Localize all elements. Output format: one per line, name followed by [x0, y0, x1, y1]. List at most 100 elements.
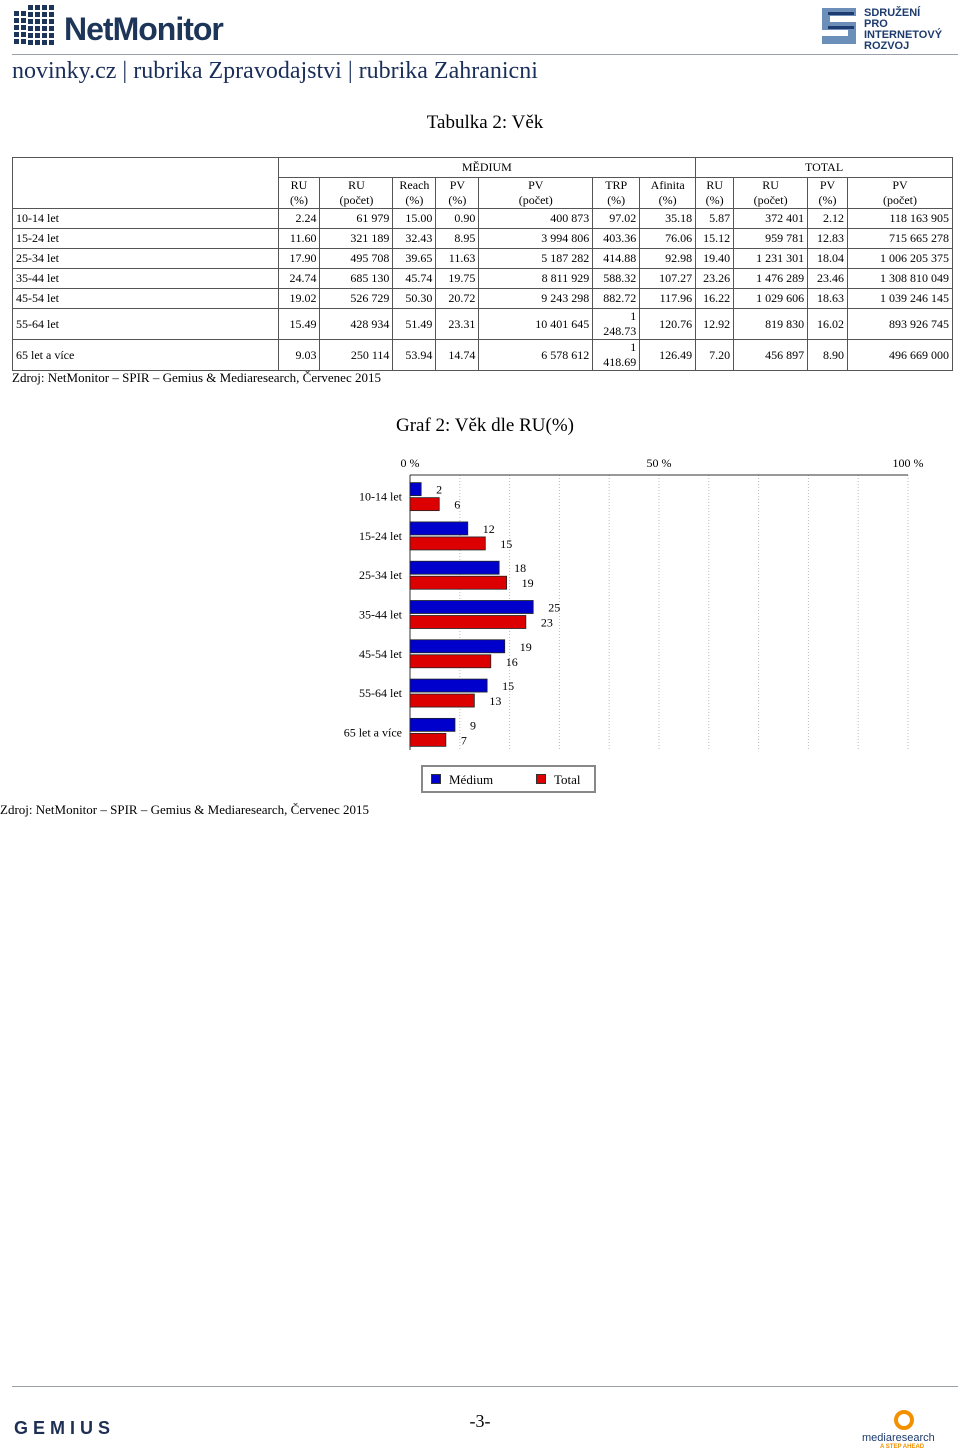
x-tick-label: 50 %: [647, 456, 672, 470]
table-cell: 53.94: [392, 339, 437, 371]
data-label: 9: [470, 718, 476, 732]
column-header-unit: (%): [448, 193, 467, 207]
column-header: RU (%): [695, 177, 735, 209]
table-cell: 97.02: [592, 208, 641, 229]
table-cell: 23.46: [807, 268, 849, 289]
table-cell: 51.49: [392, 308, 437, 340]
category-label: 55-64 let: [359, 686, 403, 700]
mediaresearch-circle-icon: [894, 1410, 914, 1430]
data-label: 7: [461, 733, 467, 747]
table-cell: 10 401 645: [478, 308, 594, 340]
table-cell: 117.96: [639, 288, 697, 309]
table-cell: 17.90: [277, 248, 321, 269]
category-label: 10-14 let: [359, 490, 403, 504]
column-header-unit: (počet): [883, 193, 918, 207]
column-header-unit: (%): [705, 193, 724, 207]
bar-medium: [409, 717, 456, 732]
spir-logo: SDRUŽENÍ PRO INTERNETOVÝ ROZVOJ: [820, 6, 960, 52]
table-cell: 12.92: [695, 308, 735, 340]
column-header: RU (počet): [319, 177, 394, 209]
column-header: Reach (%): [392, 177, 437, 209]
column-header: PV (%): [807, 177, 849, 209]
table-cell: 126.49: [639, 339, 697, 371]
column-header-name: PV: [892, 178, 908, 192]
page-number: -3-: [469, 1411, 491, 1431]
column-header-name: PV: [819, 178, 836, 192]
column-header: PV (počet): [478, 177, 594, 209]
data-label: 12: [483, 522, 495, 536]
table-source: Zdroj: NetMonitor – SPIR – Gemius & Medi…: [12, 370, 381, 385]
table-cell: 19.40: [695, 248, 735, 269]
data-label: 6: [454, 498, 460, 512]
chart-title: Graf 2: Věk dle RU(%): [396, 415, 574, 436]
table-cell: 3 994 806: [478, 228, 594, 249]
table-cell: 2.12: [807, 208, 849, 229]
table-cell: 372 401: [733, 208, 809, 229]
column-header-unit: (počet): [753, 193, 788, 207]
table-cell: 8 811 929: [478, 268, 594, 289]
category-label: 35-44 let: [359, 608, 403, 622]
table-cell: 7.20: [695, 339, 735, 371]
table-cell: 1 308 810 049: [847, 268, 953, 289]
column-header: TRP (%): [592, 177, 641, 209]
table-cell: 5.87: [695, 208, 735, 229]
table-cell: 414.88: [592, 248, 641, 269]
data-label: 23: [541, 616, 553, 630]
table-row: 15-24 let 11.60 321 189 32.43 8.95 3 994 806 4…: [12, 228, 953, 249]
data-label: 13: [489, 694, 501, 708]
spir-logo-text: SDRUŽENÍ PRO INTERNETOVÝ ROZVOJ: [864, 8, 960, 52]
x-tick-label: 0 %: [401, 456, 420, 470]
table-cell: 959 781: [733, 228, 809, 249]
table-row: 45-54 let 19.02 526 729 50.30 20.72 9 243 298…: [12, 288, 953, 309]
category-label: 65 let a více: [344, 725, 402, 739]
table-cell: 20.72: [435, 288, 480, 309]
column-header-unit: (počet): [339, 193, 374, 207]
group-medium-header: MĚDIUM: [277, 157, 697, 178]
table-cell: 23.31: [435, 308, 480, 340]
column-header-name: PV: [449, 178, 466, 192]
category-label: 45-54 let: [359, 647, 403, 661]
table-row: 25-34 let 17.90 495 708 39.65 11.63 5 187 282…: [12, 248, 953, 269]
table-cell: 18.04: [807, 248, 849, 269]
bar-total: [409, 654, 492, 669]
bar-total: [409, 693, 475, 708]
table-column-header: RU (%) RU (počet) Reach (%) PV (%) PV (počet) TRP(…: [13, 177, 953, 209]
row-label: 15-24 let: [12, 228, 279, 249]
mediaresearch-logo-text: mediaresearch: [862, 1432, 935, 1444]
bar-medium: [409, 482, 422, 497]
gemius-logo: GEMIUS: [14, 1418, 115, 1439]
bar-total: [409, 497, 440, 512]
table-cell: 0.90: [435, 208, 480, 229]
gemius-logo-text: GEMIUS: [14, 1418, 116, 1438]
column-header: RU (počet): [733, 177, 809, 209]
table-cell: 12.83: [807, 228, 849, 249]
header-divider: [12, 54, 958, 55]
category-label: 15-24 let: [359, 529, 403, 543]
bar-medium: [409, 600, 534, 614]
table-cell: 403.36: [592, 228, 641, 249]
column-header-name: Afinita: [650, 178, 685, 192]
row-label: 10-14 let: [12, 208, 279, 229]
table-cell: 1 029 606: [733, 288, 809, 309]
table-row: 55-64 let 15.49 428 934 51.49 23.31 10 401 64…: [12, 308, 953, 340]
table-cell: 2.24: [277, 208, 321, 229]
column-header-unit: (%): [405, 193, 424, 207]
table-cell: 45.74: [392, 268, 437, 289]
data-label: 2: [436, 483, 442, 497]
legend-swatch-total: [536, 774, 546, 784]
column-header-name: RU: [706, 178, 723, 192]
data-label: 25: [548, 601, 560, 615]
category-label: 25-34 let: [359, 568, 403, 582]
data-label: 16: [506, 655, 518, 669]
spir-line: ROZVOJ: [864, 40, 910, 52]
bar-total: [409, 615, 527, 629]
age-bar-chart: 0 % 50 % 100 % 10-14 let 26 15-24 let 12 15 25-3…: [344, 456, 924, 750]
table-cell: 18.63: [807, 288, 849, 309]
table-cell: 16.22: [695, 288, 735, 309]
column-header-name: RU: [348, 178, 365, 192]
table-cell: 1 476 289: [733, 268, 809, 289]
table-cell: 8.90: [807, 339, 849, 371]
table-cell: 882.72: [592, 288, 641, 309]
legend-label-total: Total: [554, 772, 581, 787]
table-cell: 715 665 278: [847, 228, 953, 249]
